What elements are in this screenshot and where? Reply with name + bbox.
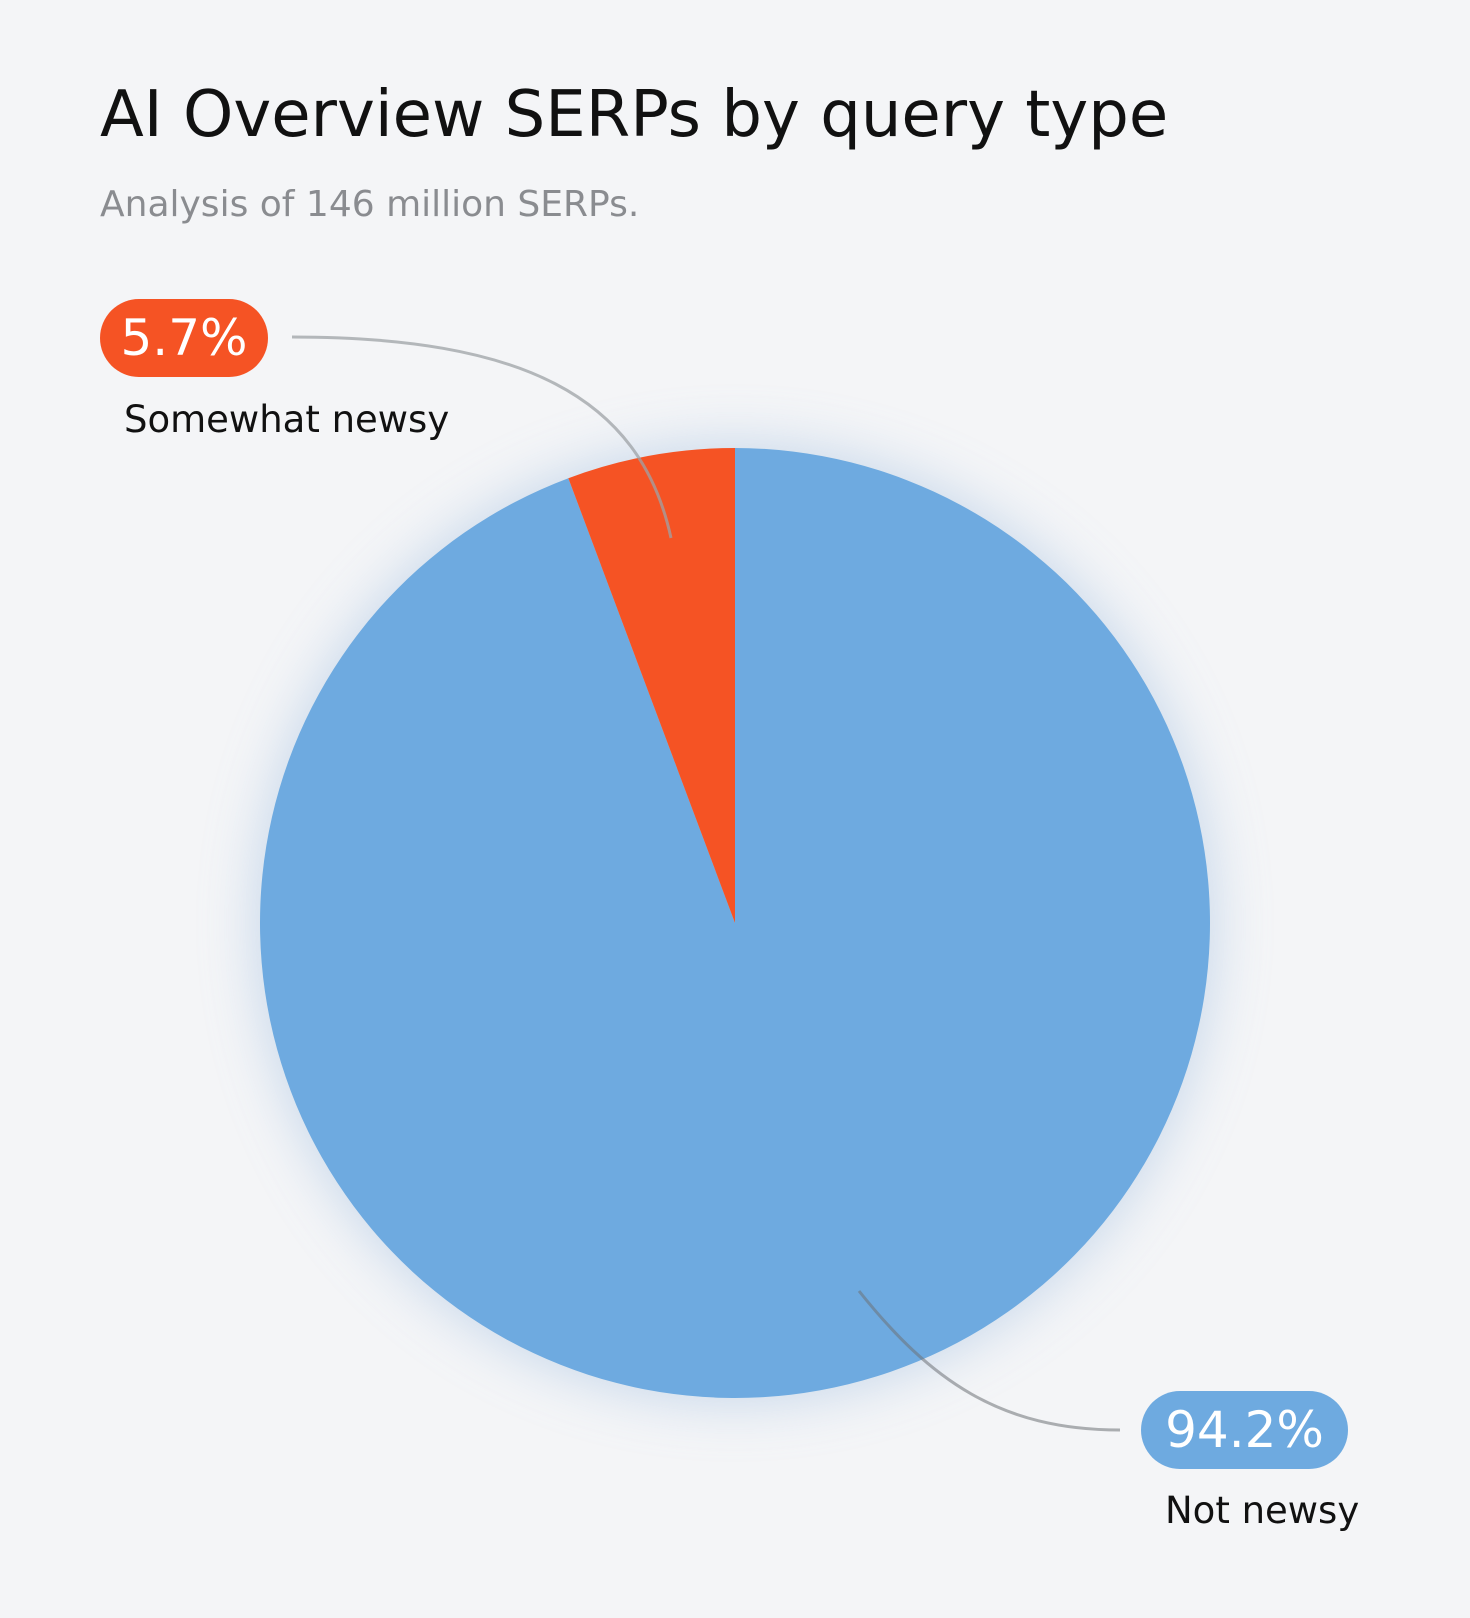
data-label-somewhat-newsy: 5.7% — [100, 299, 268, 377]
data-label-not-newsy: 94.2% — [1141, 1391, 1348, 1469]
leader-line-somewhat-newsy — [291, 335, 673, 539]
pie-slice-not-newsy — [259, 448, 1210, 1398]
slice-label-somewhat-newsy: Somewhat newsy — [124, 398, 450, 441]
leader-line-not-newsy — [857, 1290, 1121, 1432]
slice-label-not-newsy: Not newsy — [1165, 1489, 1360, 1532]
chart-title: AI Overview SERPs by query type — [100, 78, 1169, 152]
pie-slice-somewhat-newsy — [568, 448, 735, 923]
pie-slices — [259, 448, 1210, 1398]
chart-subtitle: Analysis of 146 million SERPs. — [100, 184, 640, 225]
